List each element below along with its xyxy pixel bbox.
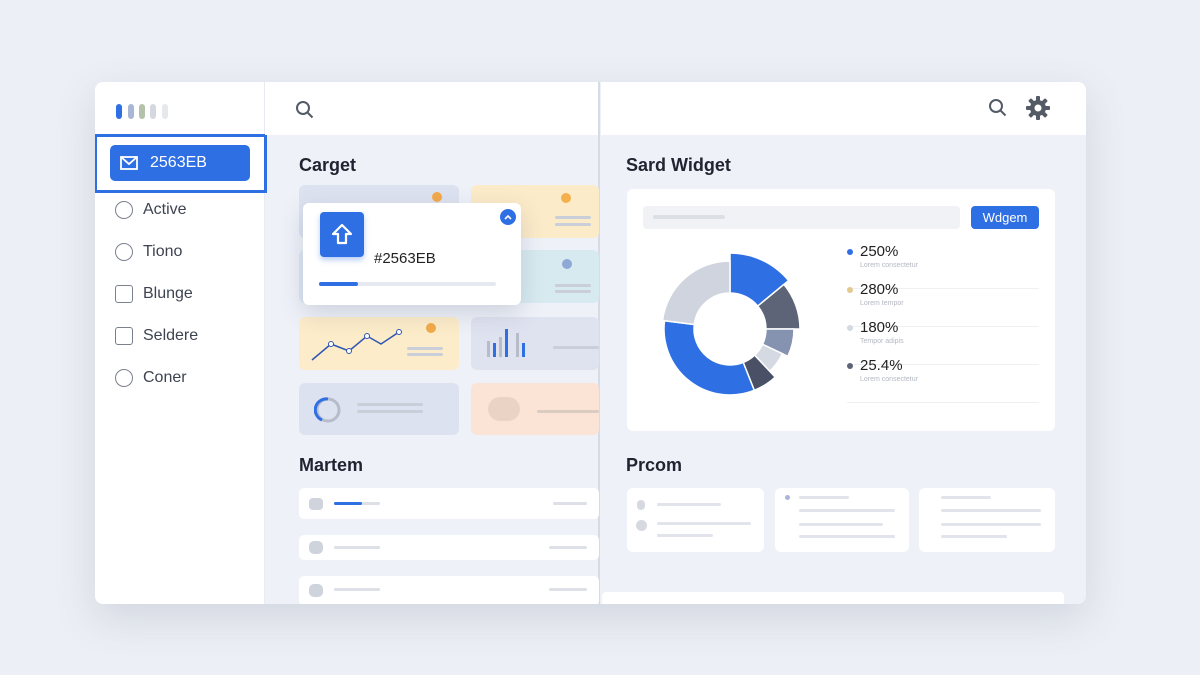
legend-dot — [847, 363, 853, 369]
line-chart-icon — [311, 329, 402, 361]
section-title: Sard Widget — [626, 155, 731, 175]
legend-label: Lorem tempor — [860, 300, 904, 307]
sidebar-item-label: Blunge — [143, 285, 193, 302]
search-icon[interactable] — [988, 98, 1008, 118]
search-icon[interactable] — [295, 100, 315, 120]
popup-card: #2563EB — [303, 203, 521, 305]
widget-search-input[interactable] — [643, 206, 960, 229]
donut-segment — [729, 252, 790, 308]
donut-segment — [756, 283, 801, 330]
section-title: Carget — [299, 155, 357, 175]
section-title: Martem — [299, 455, 364, 475]
info-card[interactable] — [627, 488, 764, 552]
legend-dot — [847, 287, 853, 293]
home-icon — [115, 285, 133, 303]
progress-bar — [319, 282, 496, 286]
color-value: #2563EB — [374, 250, 436, 267]
legend-item: 250% Lorem consectetur — [847, 243, 1039, 289]
sidebar-item-coner[interactable]: Coner — [115, 366, 187, 390]
pane-divider[interactable] — [598, 82, 600, 604]
sidebar-item-seldere[interactable]: Seldere — [115, 324, 198, 348]
legend-value: 25.4% — [860, 357, 903, 374]
list-item[interactable] — [299, 576, 599, 604]
donut-tile[interactable] — [299, 383, 459, 435]
list-item[interactable] — [299, 535, 599, 560]
gear-icon[interactable] — [1025, 95, 1051, 121]
selection-outline — [95, 134, 267, 193]
section-title: Prcom — [626, 455, 683, 475]
mail-icon — [120, 156, 138, 170]
legend-item: 280% Lorem tempor — [847, 281, 1039, 327]
sidebar-item-blunge[interactable]: Blunge — [115, 282, 193, 306]
people-icon — [309, 498, 323, 510]
info-card[interactable] — [775, 488, 909, 552]
legend-value: 280% — [860, 281, 899, 298]
sidebar-item-label: 2563EB — [150, 154, 207, 171]
info-card[interactable] — [919, 488, 1055, 552]
tile[interactable] — [471, 383, 599, 435]
legend-value: 250% — [860, 243, 899, 260]
bar-chart-icon — [487, 329, 525, 357]
chevron-up-icon — [504, 214, 512, 220]
sidebar-item-tiono[interactable]: Tiono — [115, 240, 182, 264]
hand-icon — [115, 201, 133, 219]
collapse-button[interactable] — [500, 209, 516, 225]
clock-icon — [115, 369, 133, 387]
widget-card: Wdgem 250% Lorem consectetur 280% Lorem tem… — [627, 189, 1055, 431]
donut-chart — [661, 252, 801, 396]
progress-fill — [319, 282, 358, 286]
legend-item: 25.4% Lorem consectetur — [847, 357, 1039, 403]
bottom-panel — [602, 592, 1064, 604]
line-chart-tile[interactable] — [299, 317, 459, 370]
sidebar-item-label: Seldere — [143, 327, 199, 344]
people-icon — [309, 584, 323, 597]
sidebar-item-label: Active — [143, 201, 187, 218]
sidebar: 2563EB Active Tiono Blunge Seldere Coner — [95, 82, 267, 604]
widget-button[interactable]: Wdgem — [971, 206, 1039, 229]
right-toolbar — [601, 82, 1086, 135]
upload-button[interactable] — [320, 212, 364, 257]
people-icon — [309, 541, 323, 554]
bar-chart-tile[interactable] — [471, 317, 599, 370]
legend-label: Lorem consectetur — [860, 262, 918, 269]
inbox-icon — [115, 327, 133, 345]
sidebar-item-active[interactable]: Active — [115, 198, 187, 222]
legend-label: Tempor adipis — [860, 338, 904, 345]
legend-label: Lorem consectetur — [860, 376, 918, 383]
sidebar-item-label: Tiono — [143, 243, 183, 260]
face-icon — [115, 243, 133, 261]
legend-item: 180% Tempor adipis — [847, 319, 1039, 365]
donut-segment — [661, 260, 731, 326]
sidebar-item-selected[interactable]: 2563EB — [110, 145, 250, 181]
donut-segment — [663, 319, 756, 396]
upload-arrow-icon — [331, 223, 353, 245]
list-item[interactable] — [299, 488, 599, 519]
left-toolbar — [265, 82, 599, 135]
legend-dot — [847, 249, 853, 255]
app-window: 2563EB Active Tiono Blunge Seldere Coner… — [95, 82, 1086, 604]
progress-ring-icon — [314, 397, 341, 423]
legend-value: 180% — [860, 319, 899, 336]
legend-dot — [847, 325, 853, 331]
sidebar-item-label: Coner — [143, 369, 187, 386]
